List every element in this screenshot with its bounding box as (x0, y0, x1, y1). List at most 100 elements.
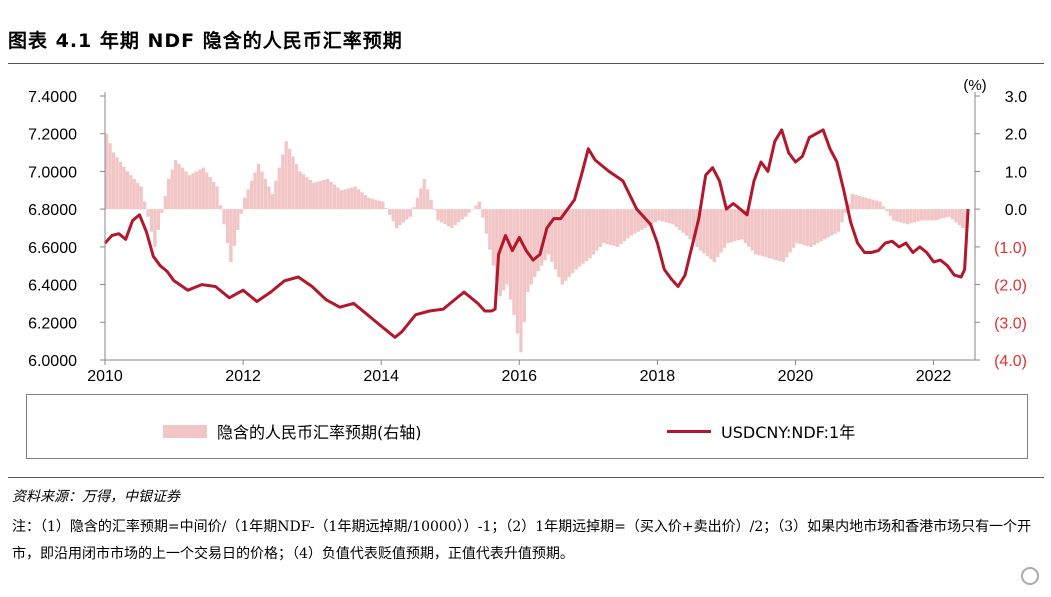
implied-bar (943, 209, 948, 218)
implied-bar (419, 188, 423, 210)
implied-bar (674, 209, 678, 228)
implied-bar (878, 201, 882, 210)
implied-bar (633, 209, 637, 234)
implied-bar (622, 209, 627, 242)
implied-bar (785, 209, 789, 258)
implied-bar (874, 200, 879, 210)
implied-bar (553, 209, 558, 270)
implied-bar (495, 209, 499, 281)
implied-bar (239, 209, 243, 214)
implied-bar (319, 180, 323, 210)
implied-bar (267, 186, 271, 210)
implied-bar (205, 172, 209, 210)
implied-bar (937, 209, 941, 220)
implied-bar (688, 209, 692, 240)
implied-bar (809, 209, 813, 247)
implied-bar (118, 162, 123, 210)
implied-bar (343, 189, 347, 210)
implied-bar (667, 209, 671, 224)
implied-bar (947, 209, 951, 217)
implied-bar (412, 207, 416, 210)
implied-bar (198, 169, 202, 210)
implied-bar (647, 209, 651, 227)
implied-bar (788, 209, 792, 253)
implied-bar (436, 209, 440, 221)
implied-bar (460, 209, 464, 220)
implied-bar (177, 163, 181, 210)
implied-bar (446, 209, 451, 227)
implied-bar (225, 209, 230, 244)
right-tick-label: 3.0 (1005, 89, 1027, 106)
implied-bar (546, 209, 551, 255)
implied-bar (381, 201, 385, 210)
legend-swatch-bar (163, 424, 207, 438)
implied-bar (277, 167, 281, 210)
implied-bar (250, 180, 254, 210)
implied-bar (301, 174, 306, 210)
implied-bar (522, 209, 526, 323)
implied-bar (142, 201, 147, 210)
implied-bar (671, 209, 675, 225)
implied-bar (474, 205, 478, 210)
implied-bar (847, 203, 851, 210)
implied-bar (450, 209, 454, 228)
implied-bar (743, 209, 747, 244)
legend-item-implied: 隐含的人民币汇率预期(右轴) (163, 419, 422, 443)
implied-bar (353, 186, 357, 210)
implied-bar (346, 188, 350, 210)
implied-bar (595, 209, 599, 251)
right-tick-label: 0.0 (1005, 202, 1027, 219)
implied-bar (477, 201, 482, 210)
implied-bar (529, 209, 533, 285)
implied-bar (899, 209, 903, 223)
implied-bar (515, 209, 520, 334)
implied-bar (484, 209, 489, 234)
implied-bar (129, 175, 133, 210)
implied-bar (750, 209, 754, 251)
left-tick-label: 6.2000 (28, 315, 77, 332)
implied-bar (136, 182, 140, 210)
title-divider (8, 63, 1044, 64)
implied-bar (284, 141, 288, 210)
implied-bar (795, 209, 799, 244)
implied-bar (722, 209, 727, 248)
legend-label-implied: 隐含的人民币汇率预期(右轴) (217, 423, 422, 442)
implied-bar (833, 209, 837, 234)
right-tick-label: (3.0) (994, 315, 1027, 332)
implied-bar (222, 209, 226, 225)
implied-bar (805, 209, 810, 246)
implied-bar (864, 197, 868, 210)
implied-bar (843, 209, 848, 213)
implied-bar (339, 190, 344, 210)
implied-bar (505, 209, 509, 285)
implied-bar (830, 209, 834, 236)
implied-bar (619, 209, 623, 245)
implied-bar (854, 195, 858, 210)
implied-bar (405, 209, 409, 220)
implied-bar (357, 189, 361, 210)
implied-bar (312, 182, 316, 210)
implied-bar (798, 209, 803, 245)
implied-bar (253, 172, 257, 210)
implied-bar (726, 209, 730, 244)
implied-bar (533, 209, 537, 278)
implied-bar (464, 209, 468, 217)
x-tick-label: 2018 (640, 368, 676, 385)
implied-bar (954, 209, 958, 223)
implied-bar (336, 187, 340, 210)
implied-bar (733, 209, 737, 242)
implied-bar (167, 178, 171, 210)
implied-bar (712, 209, 716, 262)
implied-bar (108, 143, 112, 210)
implied-bar (754, 209, 758, 255)
implied-bar (388, 209, 392, 215)
right-tick-label: 2.0 (1005, 127, 1027, 144)
implied-bar (591, 209, 596, 255)
implied-bar (626, 209, 630, 239)
implied-bar (657, 209, 661, 221)
implied-bar (243, 197, 247, 210)
implied-bar (698, 209, 703, 251)
right-tick-label: (1.0) (994, 240, 1027, 257)
implied-bar (391, 209, 395, 222)
implied-bar (664, 209, 668, 223)
